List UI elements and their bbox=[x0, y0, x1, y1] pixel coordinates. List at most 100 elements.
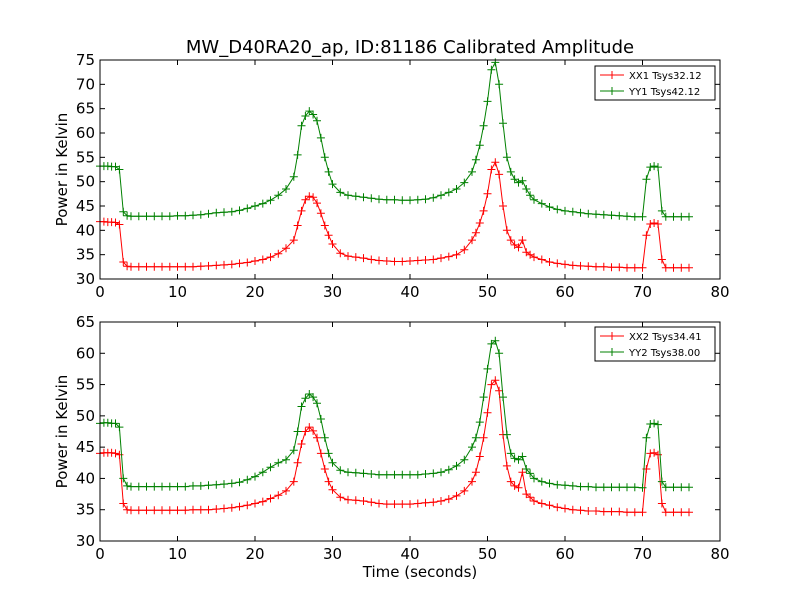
data-point-marker bbox=[607, 263, 616, 272]
data-point-marker bbox=[510, 481, 519, 490]
data-point-marker bbox=[189, 262, 197, 271]
legend-label: YY1 Tsys42.12 bbox=[628, 87, 700, 98]
plot-top: 0 10 20 30 40 50 60 70 80 30 35 40 45 50 55 60 65 70 75 Pow… bbox=[53, 51, 730, 301]
data-point-marker bbox=[460, 178, 469, 187]
x-tick-label: 70 bbox=[633, 283, 652, 301]
data-point-marker bbox=[212, 261, 221, 270]
data-point-marker bbox=[444, 188, 453, 197]
data-point-marker bbox=[514, 243, 523, 252]
data-point-marker bbox=[599, 262, 608, 271]
data-point-marker bbox=[390, 257, 399, 266]
data-point-marker bbox=[452, 461, 461, 470]
data-point-marker bbox=[227, 503, 236, 512]
data-point-marker bbox=[537, 199, 546, 208]
data-point-marker bbox=[421, 256, 430, 264]
data-point-marker bbox=[266, 253, 275, 262]
data-point-marker bbox=[685, 508, 693, 517]
data-point-marker bbox=[657, 499, 666, 508]
data-point-marker bbox=[429, 469, 438, 478]
data-point-marker bbox=[266, 463, 275, 472]
plot-bottom: 0 10 20 30 40 50 60 70 80 30 35 40 45 50 55 60 65 Power i… bbox=[53, 313, 730, 581]
data-point-marker bbox=[491, 158, 500, 167]
data-point-marker bbox=[638, 508, 647, 517]
data-point-marker bbox=[251, 202, 259, 210]
data-point-marker bbox=[301, 394, 310, 403]
data-point-marker bbox=[654, 220, 662, 228]
data-point-marker bbox=[316, 209, 325, 218]
y-tick-label: 30 bbox=[76, 532, 95, 550]
data-point-marker bbox=[119, 499, 128, 508]
data-point-marker bbox=[491, 376, 500, 385]
data-point-marker bbox=[584, 209, 593, 218]
data-point-marker bbox=[251, 257, 259, 265]
data-point-marker bbox=[173, 211, 182, 220]
data-point-marker bbox=[584, 482, 593, 491]
data-point-marker bbox=[421, 195, 430, 204]
data-point-marker bbox=[483, 97, 492, 106]
y-tick-label: 75 bbox=[76, 51, 95, 69]
data-point-marker bbox=[514, 455, 523, 464]
data-point-marker bbox=[518, 452, 527, 461]
data-point-marker bbox=[483, 364, 492, 373]
legend: XX1 Tsys32.12 YY1 Tsys42.12 bbox=[594, 65, 716, 101]
data-point-marker bbox=[421, 470, 430, 478]
data-point-marker bbox=[518, 176, 527, 185]
data-point-marker bbox=[661, 483, 670, 492]
data-point-marker bbox=[196, 505, 205, 514]
x-tick-label: 30 bbox=[323, 283, 342, 301]
data-point-marker bbox=[537, 255, 546, 264]
data-point-marker bbox=[204, 505, 213, 514]
data-point-marker bbox=[599, 507, 608, 516]
data-point-marker bbox=[475, 219, 484, 227]
data-point-marker bbox=[413, 499, 422, 508]
data-point-marker bbox=[316, 449, 325, 458]
data-point-marker bbox=[297, 121, 306, 130]
data-point-marker bbox=[313, 433, 321, 442]
data-point-marker bbox=[576, 208, 585, 217]
data-point-marker bbox=[165, 262, 174, 271]
data-point-marker bbox=[530, 195, 538, 204]
data-point-marker bbox=[258, 255, 267, 264]
data-point-marker bbox=[545, 501, 554, 510]
data-point-marker bbox=[351, 496, 360, 505]
data-point-marker bbox=[584, 262, 593, 271]
data-point-marker bbox=[526, 191, 535, 200]
data-point-marker bbox=[669, 212, 678, 221]
data-point-marker bbox=[127, 482, 135, 491]
data-point-marker bbox=[266, 494, 275, 503]
data-point-marker bbox=[576, 482, 585, 491]
data-point-marker bbox=[576, 261, 585, 270]
data-point-marker bbox=[165, 212, 174, 221]
legend: XX2 Tsys34.41 YY2 Tsys38.00 bbox=[594, 326, 716, 362]
data-point-marker bbox=[522, 465, 531, 473]
data-point-marker bbox=[638, 212, 647, 221]
data-point-marker bbox=[685, 483, 693, 492]
data-point-marker bbox=[375, 256, 383, 265]
data-point-marker bbox=[282, 486, 290, 495]
data-point-marker bbox=[313, 116, 321, 125]
data-point-marker bbox=[406, 470, 414, 479]
data-point-marker bbox=[499, 393, 507, 402]
data-point-marker bbox=[123, 481, 132, 490]
data-point-marker bbox=[382, 500, 391, 509]
data-point-marker bbox=[406, 257, 414, 265]
data-point-marker bbox=[468, 443, 476, 452]
data-point-marker bbox=[227, 260, 236, 269]
y-tick-label: 65 bbox=[76, 100, 95, 118]
data-point-marker bbox=[471, 433, 480, 442]
data-point-marker bbox=[359, 469, 368, 478]
data-point-marker bbox=[483, 408, 492, 417]
data-point-marker bbox=[309, 193, 318, 202]
x-axis-label: Time (seconds) bbox=[362, 563, 478, 581]
data-point-marker bbox=[173, 262, 182, 271]
y-tick-label: 40 bbox=[76, 469, 95, 487]
legend-swatch-marker bbox=[608, 87, 616, 95]
data-point-marker bbox=[309, 393, 318, 402]
data-point-marker bbox=[615, 211, 624, 220]
data-point-marker bbox=[382, 195, 391, 204]
x-tick-label: 20 bbox=[245, 283, 264, 301]
data-point-marker bbox=[123, 505, 132, 514]
data-point-marker bbox=[165, 482, 174, 491]
data-point-marker bbox=[444, 252, 453, 261]
